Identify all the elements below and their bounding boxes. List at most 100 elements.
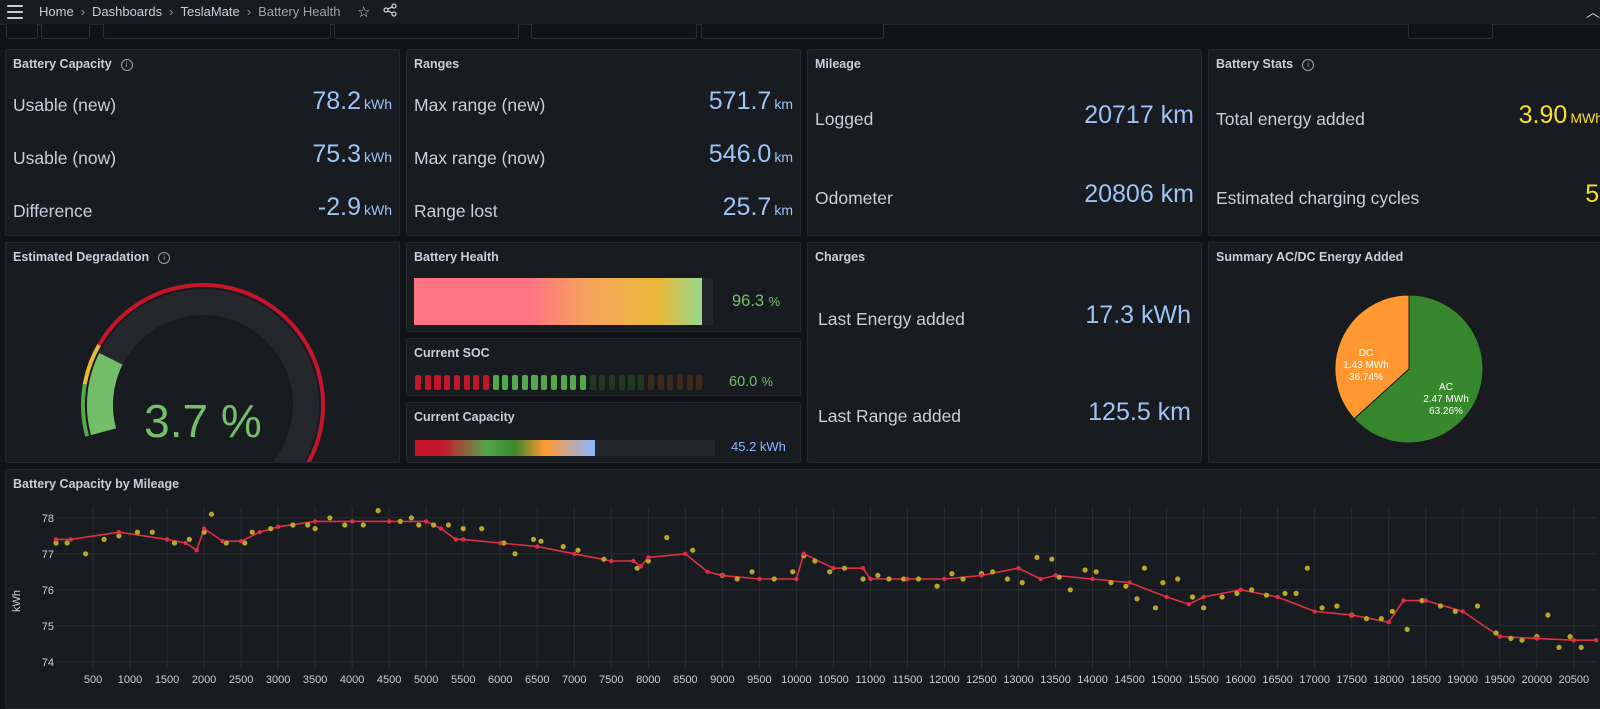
- line-point[interactable]: [942, 576, 947, 582]
- line-point[interactable]: [1497, 634, 1503, 639]
- data-point[interactable]: [134, 529, 140, 535]
- data-point[interactable]: [1378, 616, 1384, 622]
- data-point[interactable]: [305, 522, 311, 528]
- data-point[interactable]: [53, 540, 59, 546]
- line-point[interactable]: [220, 539, 225, 544]
- line-point[interactable]: [860, 566, 866, 571]
- data-point[interactable]: [1282, 590, 1288, 596]
- line-point[interactable]: [183, 540, 188, 546]
- variable-selector[interactable]: [531, 24, 697, 39]
- line-point[interactable]: [498, 540, 503, 546]
- line-point[interactable]: [683, 551, 688, 556]
- breadcrumb-home[interactable]: Home: [39, 4, 74, 19]
- data-point[interactable]: [560, 544, 566, 550]
- line-point[interactable]: [68, 537, 73, 542]
- data-point[interactable]: [812, 558, 818, 564]
- data-point[interactable]: [64, 540, 70, 546]
- line-point[interactable]: [350, 519, 355, 524]
- line-point[interactable]: [164, 537, 170, 542]
- line-point[interactable]: [424, 519, 429, 524]
- data-point[interactable]: [408, 515, 414, 521]
- pie-slice-dc[interactable]: [1334, 294, 1410, 420]
- data-point[interactable]: [771, 576, 777, 582]
- data-point[interactable]: [1134, 596, 1140, 602]
- data-point[interactable]: [1082, 567, 1088, 573]
- line-point[interactable]: [831, 566, 836, 571]
- data-point[interactable]: [1545, 612, 1551, 618]
- line-point[interactable]: [312, 519, 318, 524]
- data-point[interactable]: [601, 556, 607, 562]
- line-point[interactable]: [646, 555, 651, 560]
- line-point[interactable]: [720, 573, 725, 578]
- data-point[interactable]: [749, 569, 755, 575]
- data-point[interactable]: [1263, 592, 1270, 598]
- line-point[interactable]: [905, 576, 910, 582]
- data-point[interactable]: [149, 529, 155, 535]
- line-point[interactable]: [1386, 620, 1391, 625]
- data-point[interactable]: [186, 536, 192, 542]
- line-point[interactable]: [631, 558, 636, 564]
- data-point[interactable]: [501, 540, 507, 546]
- line-point[interactable]: [1186, 602, 1192, 607]
- data-point[interactable]: [1519, 637, 1525, 643]
- data-point[interactable]: [1175, 576, 1181, 582]
- data-point[interactable]: [1404, 626, 1410, 632]
- line-point[interactable]: [1275, 594, 1280, 600]
- data-point[interactable]: [416, 522, 422, 528]
- data-point[interactable]: [1067, 587, 1073, 593]
- breadcrumb-dashboards[interactable]: Dashboards: [92, 4, 163, 19]
- variable-selector[interactable]: [41, 24, 90, 39]
- data-point[interactable]: [960, 576, 966, 582]
- data-point[interactable]: [223, 540, 229, 546]
- data-point[interactable]: [1019, 580, 1025, 586]
- data-point[interactable]: [397, 518, 403, 524]
- data-point[interactable]: [290, 522, 296, 528]
- line-point[interactable]: [609, 558, 614, 564]
- line-point[interactable]: [705, 569, 710, 574]
- line-point[interactable]: [387, 519, 392, 524]
- pie-slice-ac[interactable]: [1353, 294, 1484, 444]
- data-point[interactable]: [1201, 605, 1207, 611]
- line-point[interactable]: [535, 544, 540, 549]
- data-point[interactable]: [1152, 605, 1159, 611]
- data-point[interactable]: [1093, 569, 1099, 575]
- line-point[interactable]: [461, 537, 466, 542]
- data-point[interactable]: [664, 535, 670, 541]
- data-point[interactable]: [1319, 605, 1325, 611]
- data-point[interactable]: [1189, 594, 1196, 600]
- data-point[interactable]: [460, 526, 466, 532]
- line-point[interactable]: [1201, 594, 1206, 600]
- data-point[interactable]: [101, 536, 107, 542]
- data-point[interactable]: [327, 515, 333, 521]
- data-point[interactable]: [1234, 590, 1240, 596]
- data-point[interactable]: [949, 571, 955, 577]
- data-point[interactable]: [915, 576, 922, 582]
- data-point[interactable]: [1004, 576, 1011, 582]
- data-point[interactable]: [790, 569, 796, 575]
- line-point[interactable]: [1090, 576, 1095, 582]
- data-point[interactable]: [1108, 580, 1114, 586]
- variable-selector[interactable]: [701, 24, 884, 39]
- line-point[interactable]: [1164, 594, 1169, 600]
- line-point[interactable]: [757, 576, 762, 582]
- data-point[interactable]: [1123, 583, 1129, 589]
- data-point[interactable]: [1578, 644, 1584, 650]
- info-icon[interactable]: i: [1302, 59, 1315, 71]
- data-point[interactable]: [1160, 580, 1166, 586]
- data-point[interactable]: [530, 536, 537, 542]
- data-point[interactable]: [201, 529, 207, 535]
- data-point[interactable]: [634, 565, 640, 571]
- line-point[interactable]: [453, 537, 458, 542]
- data-point[interactable]: [1141, 565, 1147, 571]
- variable-selector[interactable]: [103, 24, 331, 39]
- line-point[interactable]: [1312, 609, 1317, 614]
- data-point[interactable]: [934, 583, 940, 589]
- data-point[interactable]: [1219, 594, 1225, 600]
- data-point[interactable]: [1493, 630, 1499, 636]
- line-point[interactable]: [1571, 638, 1577, 643]
- data-point[interactable]: [171, 540, 178, 546]
- data-point[interactable]: [512, 551, 518, 557]
- info-icon[interactable]: i: [120, 59, 133, 71]
- data-point[interactable]: [645, 558, 651, 564]
- data-point[interactable]: [875, 572, 881, 578]
